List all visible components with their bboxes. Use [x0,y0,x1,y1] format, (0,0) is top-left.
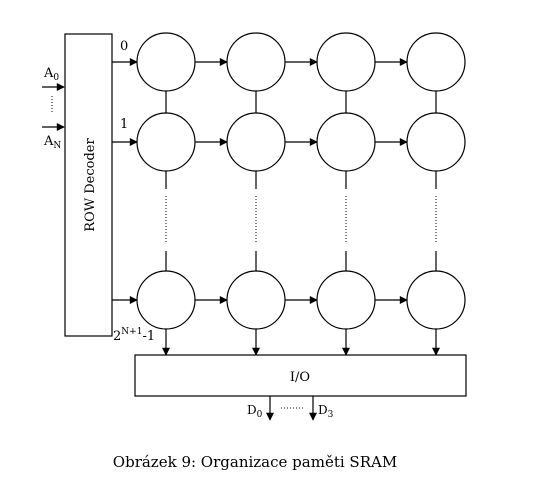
bit-lines [165,91,437,271]
io-label: I/O [290,370,310,385]
figure-caption: Obrázek 9: Organizace paměti SRAM [113,453,397,471]
address-input-a0-base: A [43,66,54,81]
memory-cell [226,32,286,92]
memory-cell [406,112,466,172]
bit-line-ellipsis [165,196,437,244]
data-outputs [266,396,317,421]
row-label-0: 0 [120,39,128,54]
row-label-last-sup: N+1 [121,327,142,337]
memory-cell [136,112,196,172]
svg-text:A0: A0 [43,66,59,83]
address-input-an: AN [42,123,65,151]
row-decoder-label: ROW Decoder [83,138,98,232]
memory-cell [226,112,286,172]
data-output-d0-sub: 0 [257,410,263,420]
row-label-last: 2N+1-1 [113,327,155,344]
row-decoder-box [64,33,113,337]
row-label-last-base: 2 [113,329,121,344]
memory-cell [316,270,376,330]
address-input-a0: A0 [42,66,65,91]
memory-cell [406,270,466,330]
memory-cell [136,32,196,92]
row-label-last-tail: -1 [142,329,155,344]
memory-cell [226,270,286,330]
memory-cells [136,32,466,330]
svg-text:AN: AN [43,134,61,151]
address-input-an-sub: N [53,141,61,151]
address-input-a0-sub: 0 [53,73,59,83]
io-box [134,354,467,397]
io-input-arrows [162,329,440,356]
data-output-d0: D0 [247,403,263,420]
word-lines [112,58,408,304]
row-label-1: 1 [120,117,128,132]
address-input-an-base: A [43,134,54,149]
memory-cell [406,32,466,92]
data-output-d3-sub: 3 [328,410,334,420]
data-output-d0-base: D [247,403,257,417]
memory-cell [136,270,196,330]
memory-cell [316,112,376,172]
memory-cell [316,32,376,92]
data-output-d3: D3 [318,403,334,420]
data-output-d3-base: D [318,403,328,417]
